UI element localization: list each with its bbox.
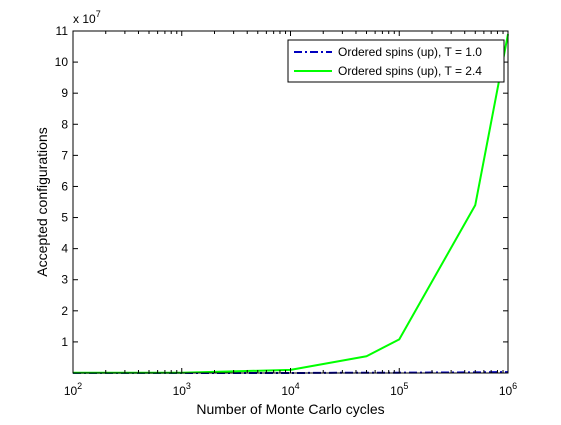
y-tick-label: 5 bbox=[61, 211, 68, 225]
y-tick-label: 10 bbox=[55, 55, 69, 69]
x-tick-label: 106 bbox=[499, 381, 517, 398]
y-tick-label: 8 bbox=[61, 117, 68, 131]
x-tick-label: 104 bbox=[281, 381, 299, 398]
y-axis-multiplier: x 107 bbox=[73, 9, 101, 26]
ticks-layer: 102 103 104 105 106 1 2 3 4 5 6 7 8 9 10 11 bbox=[55, 24, 518, 398]
y-multiplier-base: x 10 bbox=[73, 12, 96, 26]
y-tick-label: 6 bbox=[61, 179, 68, 193]
x-tick-label: 103 bbox=[173, 381, 191, 398]
y-tick-label: 1 bbox=[61, 335, 68, 349]
y-tick-label: 4 bbox=[61, 242, 68, 256]
y-tick-label: 11 bbox=[56, 24, 69, 38]
y-tick-label: 3 bbox=[61, 273, 68, 287]
x-tick-label: 102 bbox=[64, 381, 82, 398]
legend-box bbox=[287, 39, 505, 83]
x-axis-label: Number of Monte Carlo cycles bbox=[196, 401, 384, 417]
x-tick-label: 105 bbox=[390, 381, 408, 398]
series-layer bbox=[73, 33, 509, 374]
legend-label-series-1: Ordered spins (up), T = 1.0 bbox=[338, 45, 482, 59]
legend: Ordered spins (up), T = 1.0 Ordered spin… bbox=[287, 39, 505, 83]
legend-label-series-2: Ordered spins (up), T = 2.4 bbox=[338, 64, 482, 78]
y-tick-label: 2 bbox=[61, 304, 68, 318]
series-line-2 bbox=[73, 33, 509, 374]
y-tick-label: 9 bbox=[61, 86, 68, 100]
y-axis-label: Accepted configurations bbox=[34, 127, 50, 276]
y-multiplier-exponent: 7 bbox=[96, 9, 101, 19]
y-tick-label: 7 bbox=[61, 148, 68, 162]
